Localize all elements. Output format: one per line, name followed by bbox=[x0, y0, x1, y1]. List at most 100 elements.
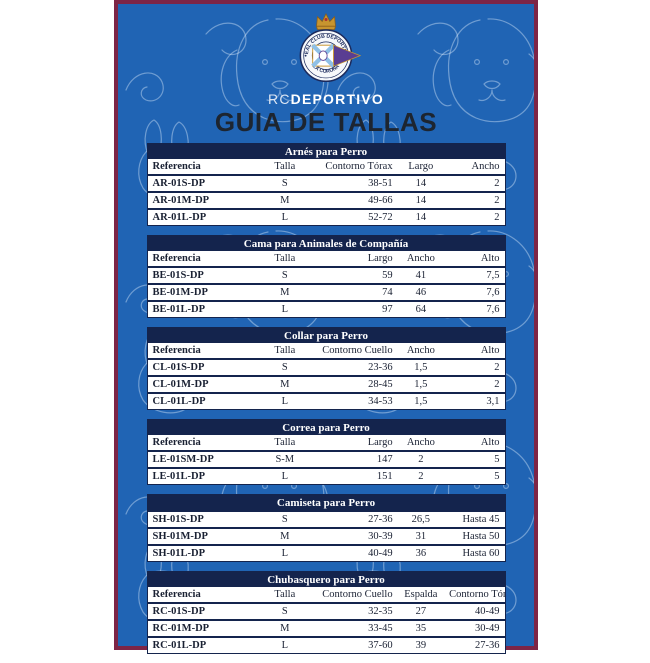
table-cell: 46 bbox=[397, 283, 445, 301]
table-header-row: Referencia Talla Contorno Tórax Largo Ancho bbox=[147, 159, 505, 176]
table-row: RC-01L-DP L 37-60 39 27-36 bbox=[147, 636, 505, 654]
table-cell: 2 bbox=[444, 375, 505, 393]
size-table: Arnés para Perro Referencia Talla Contorno … bbox=[146, 143, 506, 226]
reference-cell: CL-01M-DP bbox=[147, 375, 255, 393]
table-cell: 14 bbox=[397, 191, 445, 209]
table-cell: M bbox=[254, 375, 316, 393]
table-cell: 2 bbox=[444, 191, 505, 209]
table-cell: L bbox=[254, 467, 316, 485]
column-header: Largo bbox=[315, 251, 398, 268]
table-title-row: Camiseta para Perro bbox=[147, 494, 505, 511]
column-header: Referencia bbox=[147, 251, 255, 268]
brand-prefix: RC bbox=[268, 91, 291, 107]
table-cell: 27-36 bbox=[444, 636, 505, 654]
reference-cell: BE-01M-DP bbox=[147, 283, 255, 301]
table-cell: S bbox=[254, 510, 316, 528]
reference-cell: SH-01S-DP bbox=[147, 510, 255, 528]
table-cell: 7,6 bbox=[444, 300, 505, 318]
column-header: Contorno Tórax bbox=[444, 587, 505, 604]
size-table: Cama para Animales de Compañía Referencia… bbox=[146, 235, 506, 318]
table-row: CL-01L-DP L 34-53 1,5 3,1 bbox=[147, 392, 505, 410]
table-cell: 3,1 bbox=[444, 392, 505, 410]
table-cell: L bbox=[254, 208, 316, 226]
table-cell: Hasta 50 bbox=[444, 527, 505, 545]
table-row: RC-01S-DP S 32-35 27 40-49 bbox=[147, 602, 505, 620]
table-row: CL-01M-DP M 28-45 1,5 2 bbox=[147, 375, 505, 393]
column-header: Alto bbox=[444, 251, 505, 268]
column-header: Talla bbox=[254, 587, 316, 604]
table-cell: 74 bbox=[315, 283, 398, 301]
table-row: LE-01L-DP L 151 2 5 bbox=[147, 467, 505, 485]
table-cell: 1,5 bbox=[397, 358, 445, 376]
table-header-row: Referencia Talla Largo Ancho Alto bbox=[147, 251, 505, 268]
crest-pennant-flag bbox=[311, 43, 362, 68]
size-table: Chubasquero para Perro Referencia Talla Con… bbox=[146, 571, 506, 654]
column-header: Talla bbox=[254, 251, 316, 268]
table-title: Arnés para Perro bbox=[147, 143, 505, 159]
reference-cell: SH-01L-DP bbox=[147, 544, 255, 562]
table-cell: 36 bbox=[397, 544, 445, 562]
table-cell: 5 bbox=[444, 467, 505, 485]
table-row: SH-01S-DP S 27-36 26,5 Hasta 45 bbox=[147, 510, 505, 528]
table-row: BE-01L-DP L 97 64 7,6 bbox=[147, 300, 505, 318]
brand-rest: DEPORTIVO bbox=[290, 91, 384, 107]
table-cell: 34-53 bbox=[315, 392, 398, 410]
reference-cell: BE-01L-DP bbox=[147, 300, 255, 318]
table-cell: 27-36 bbox=[315, 510, 398, 528]
size-table: Camiseta para Perro SH-01S-DP S 27-36 26,5 Ha… bbox=[146, 494, 506, 562]
column-header: Largo bbox=[397, 159, 445, 176]
table-row: SH-01L-DP L 40-49 36 Hasta 60 bbox=[147, 544, 505, 562]
tables-container: Arnés para Perro Referencia Talla Contorno … bbox=[146, 143, 506, 663]
table-cell: L bbox=[254, 544, 316, 562]
table-cell: M bbox=[254, 283, 316, 301]
table-cell: S bbox=[254, 602, 316, 620]
table-cell: 5 bbox=[444, 450, 505, 468]
table-cell: 30-39 bbox=[315, 527, 398, 545]
table-row: BE-01M-DP M 74 46 7,6 bbox=[147, 283, 505, 301]
table-cell: S bbox=[254, 174, 316, 192]
column-header: Ancho bbox=[397, 435, 445, 452]
table-row: AR-01L-DP L 52-72 14 2 bbox=[147, 208, 505, 226]
column-header: Talla bbox=[254, 435, 316, 452]
table-title-row: Correa para Perro bbox=[147, 419, 505, 435]
table-cell: L bbox=[254, 300, 316, 318]
table-cell: M bbox=[254, 191, 316, 209]
column-header: Referencia bbox=[147, 435, 255, 452]
reference-cell: LE-01L-DP bbox=[147, 467, 255, 485]
table-row: BE-01S-DP S 59 41 7,5 bbox=[147, 266, 505, 284]
table-cell: 2 bbox=[397, 467, 445, 485]
table-cell: S bbox=[254, 266, 316, 284]
guide-card: REAL CLUB DEPORTIVO LA CORUÑA RCDEPORTIV… bbox=[114, 0, 538, 654]
page-title: GUIA DE TALLAS bbox=[214, 107, 438, 137]
brand-title: RCDEPORTIVO bbox=[268, 91, 384, 107]
table-cell: S-M bbox=[254, 450, 316, 468]
table-cell: 23-36 bbox=[315, 358, 398, 376]
table-cell: 35 bbox=[397, 619, 445, 637]
table-title: Camiseta para Perro bbox=[147, 494, 505, 511]
table-cell: 49-66 bbox=[315, 191, 398, 209]
table-row: CL-01S-DP S 23-36 1,5 2 bbox=[147, 358, 505, 376]
table-cell: 40-49 bbox=[315, 544, 398, 562]
table-title-row: Cama para Animales de Compañía bbox=[147, 235, 505, 251]
table-header-row: Referencia Talla Contorno Cuello Espalda Con… bbox=[147, 587, 505, 604]
table-cell: 33-45 bbox=[315, 619, 398, 637]
table-cell: Hasta 45 bbox=[444, 510, 505, 528]
table-cell: M bbox=[254, 619, 316, 637]
table-row: LE-01SM-DP S-M 147 2 5 bbox=[147, 450, 505, 468]
table-title: Correa para Perro bbox=[147, 419, 505, 435]
table-cell: 97 bbox=[315, 300, 398, 318]
table-title: Collar para Perro bbox=[147, 327, 505, 343]
table-row: SH-01M-DP M 30-39 31 Hasta 50 bbox=[147, 527, 505, 545]
table-cell: 28-45 bbox=[315, 375, 398, 393]
reference-cell: CL-01S-DP bbox=[147, 358, 255, 376]
table-header-row: Referencia Talla Largo Ancho Alto bbox=[147, 435, 505, 452]
table-cell: L bbox=[254, 392, 316, 410]
reference-cell: AR-01L-DP bbox=[147, 208, 255, 226]
table-row: AR-01S-DP S 38-51 14 2 bbox=[147, 174, 505, 192]
reference-cell: AR-01S-DP bbox=[147, 174, 255, 192]
table-cell: 14 bbox=[397, 174, 445, 192]
reference-cell: RC-01L-DP bbox=[147, 636, 255, 654]
table-cell: 38-51 bbox=[315, 174, 398, 192]
table-cell: 2 bbox=[444, 358, 505, 376]
